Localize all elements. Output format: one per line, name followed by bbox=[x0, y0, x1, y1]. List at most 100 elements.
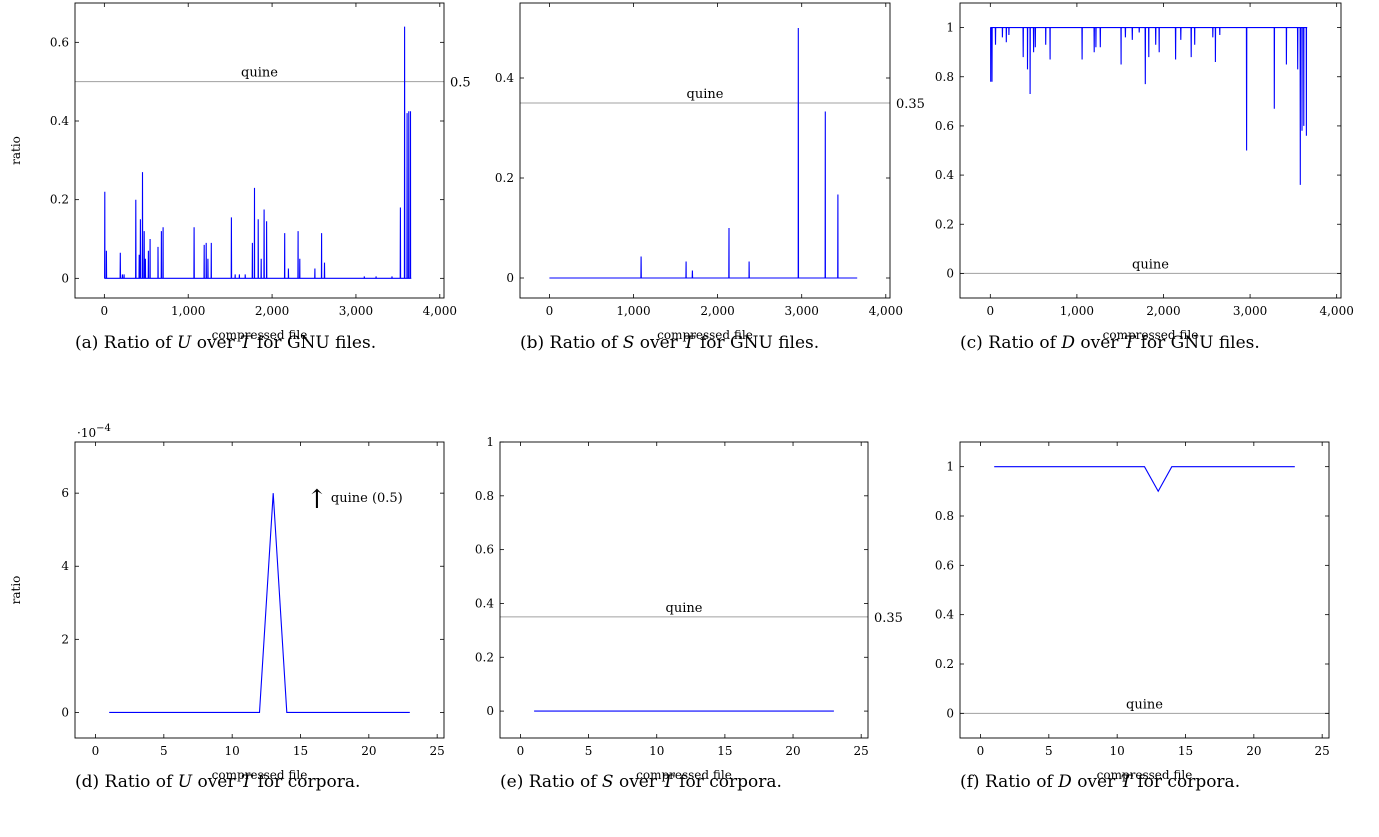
y-tick-label: 0.4 bbox=[50, 114, 69, 128]
caption-variable: S bbox=[602, 772, 614, 792]
caption-variable: D bbox=[1057, 772, 1072, 792]
y-tick-label: 4 bbox=[61, 559, 69, 573]
x-tick-label: 4,000 bbox=[423, 304, 457, 318]
panel-caption: (f) Ratio of D over T for corpora. bbox=[960, 772, 1240, 792]
panel-caption: (e) Ratio of S over T for corpora. bbox=[500, 772, 782, 792]
x-tick-label: 10 bbox=[225, 744, 240, 758]
x-tick-label: 15 bbox=[717, 744, 732, 758]
x-axis-label: compressed file bbox=[212, 768, 308, 782]
y-tick-label: 0.4 bbox=[475, 596, 494, 610]
caption-suffix: for corpora. bbox=[258, 772, 361, 792]
panel-caption: (b) Ratio of S over T for GNU files. bbox=[520, 333, 819, 353]
y-tick-label: 0.6 bbox=[475, 543, 494, 557]
x-tick-label: 15 bbox=[1178, 744, 1193, 758]
axes-frame bbox=[519, 2, 891, 299]
caption-prefix: (a) Ratio of bbox=[75, 333, 173, 353]
x-tick-label: 0 bbox=[101, 304, 109, 318]
x-tick-label: 15 bbox=[293, 744, 308, 758]
caption-denominator: T bbox=[662, 772, 675, 792]
y-tick-label: 0.6 bbox=[935, 119, 954, 133]
x-tick-label: 10 bbox=[649, 744, 664, 758]
y-scale-label: ·10−4 bbox=[77, 423, 111, 440]
caption-suffix: for GNU files. bbox=[700, 333, 819, 353]
chart-d: 0 5 10 15 20 25 0 2 4 6 compressed file ratio ·10−4 ↑… bbox=[9, 423, 445, 792]
x-tick-label: 0 bbox=[92, 744, 100, 758]
y-tick-label: 0 bbox=[61, 705, 69, 719]
x-tick-label: 5 bbox=[160, 744, 168, 758]
x-tick-label: 20 bbox=[1246, 744, 1261, 758]
y-tick-label: 0.2 bbox=[50, 193, 69, 207]
y-tick-label: 0.6 bbox=[935, 558, 954, 572]
caption-suffix: for GNU files. bbox=[1141, 333, 1260, 353]
y-tick-label: 1 bbox=[946, 460, 954, 474]
x-tick-label: 3,000 bbox=[339, 304, 373, 318]
x-tick-label: 1,000 bbox=[171, 304, 205, 318]
caption-suffix: for corpora. bbox=[1137, 772, 1240, 792]
y-tick-label: 1 bbox=[946, 21, 954, 35]
reference-line-label: quine bbox=[241, 66, 278, 81]
x-tick-label: 25 bbox=[1315, 744, 1330, 758]
annotation-label: quine (0.5) bbox=[331, 491, 403, 506]
y-tick-label: 0.4 bbox=[495, 71, 514, 85]
y-tick-label: 0 bbox=[486, 704, 494, 718]
y-tick-label: 2 bbox=[61, 632, 69, 646]
y-tick-label: 1 bbox=[486, 435, 494, 449]
x-tick-label: 0 bbox=[977, 744, 985, 758]
chart-b: quine 0.35 0 1,000 2,000 3,000 4,000 0 0.2 0.4 com… bbox=[495, 2, 925, 353]
caption-denominator: T bbox=[1121, 772, 1134, 792]
reference-line-label: quine bbox=[687, 87, 724, 102]
reference-line-value: 0.35 bbox=[874, 611, 903, 626]
caption-over: over bbox=[197, 772, 236, 792]
x-tick-label: 2,000 bbox=[700, 304, 734, 318]
caption-denominator: T bbox=[1124, 333, 1137, 353]
chart-f: quine 0 5 10 15 20 25 0 0.2 0.4 0.6 0.8 1 compressed … bbox=[935, 441, 1330, 792]
series-line bbox=[109, 493, 410, 713]
y-tick-label: 0.2 bbox=[495, 171, 514, 185]
chart-c: quine 0 1,000 2,000 3,000 4,000 0 0.2 0.4 0.6 0.8 1… bbox=[935, 2, 1354, 353]
series-line bbox=[549, 27, 858, 279]
y-tick-label: 0.2 bbox=[935, 217, 954, 231]
caption-denominator: T bbox=[683, 333, 696, 353]
x-axis-label: compressed file bbox=[1097, 768, 1193, 782]
y-tick-label: 6 bbox=[61, 486, 69, 500]
caption-variable: U bbox=[178, 772, 193, 792]
y-scale-base: ·10 bbox=[77, 426, 96, 440]
caption-over: over bbox=[1080, 333, 1119, 353]
axes-frame bbox=[74, 2, 445, 299]
y-tick-label: 0 bbox=[61, 271, 69, 285]
up-arrow-icon: ↑ bbox=[306, 485, 328, 515]
caption-variable: D bbox=[1060, 333, 1075, 353]
y-tick-label: 0.8 bbox=[475, 489, 494, 503]
reference-line-label: quine bbox=[1126, 697, 1163, 712]
panel-caption: (c) Ratio of D over T for GNU files. bbox=[960, 333, 1260, 353]
x-tick-label: 0 bbox=[986, 304, 994, 318]
y-tick-label: 0.6 bbox=[50, 35, 69, 49]
x-tick-label: 0 bbox=[517, 744, 525, 758]
series-line bbox=[994, 466, 1295, 493]
x-tick-label: 25 bbox=[854, 744, 869, 758]
caption-over: over bbox=[197, 333, 236, 353]
panel-caption: (a) Ratio of U over T for GNU files. bbox=[75, 333, 376, 353]
panel-caption: (d) Ratio of U over T for corpora. bbox=[75, 772, 360, 792]
caption-over: over bbox=[1077, 772, 1116, 792]
caption-prefix: (d) Ratio of bbox=[75, 772, 174, 792]
caption-prefix: (e) Ratio of bbox=[500, 772, 598, 792]
x-tick-label: 3,000 bbox=[1233, 304, 1267, 318]
reference-line-value: 0.5 bbox=[450, 76, 471, 91]
chart-e: quine 0.35 0 5 10 15 20 25 0 0.2 0.4 0.6 0.8 1 compres… bbox=[475, 435, 903, 792]
caption-variable: U bbox=[177, 333, 192, 353]
axes-frame bbox=[959, 441, 1330, 739]
x-tick-label: 3,000 bbox=[785, 304, 819, 318]
reference-line-label: quine bbox=[1132, 257, 1169, 272]
caption-over: over bbox=[619, 772, 658, 792]
y-axis-label: ratio bbox=[9, 136, 23, 165]
x-tick-label: 1,000 bbox=[616, 304, 650, 318]
x-tick-label: 5 bbox=[1045, 744, 1053, 758]
x-tick-label: 2,000 bbox=[255, 304, 289, 318]
x-tick-label: 10 bbox=[1110, 744, 1125, 758]
caption-prefix: (b) Ratio of bbox=[520, 333, 619, 353]
caption-denominator: T bbox=[240, 333, 253, 353]
y-tick-label: 0.4 bbox=[935, 608, 954, 622]
caption-prefix: (f) Ratio of bbox=[960, 772, 1054, 792]
y-axis-label: ratio bbox=[9, 576, 23, 605]
